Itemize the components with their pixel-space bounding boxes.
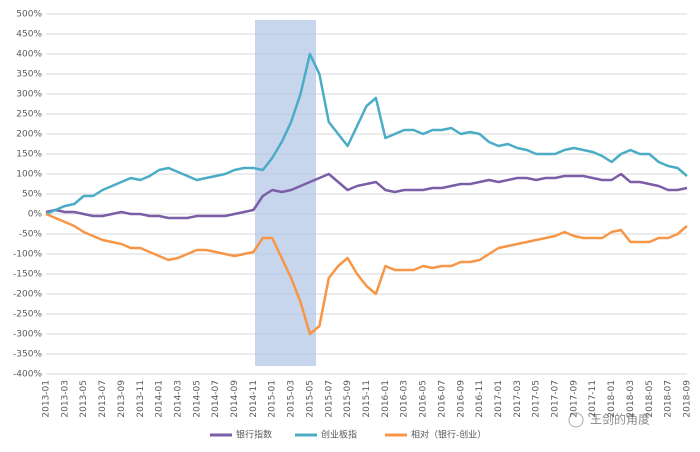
y-tick-label: -50%: [19, 230, 43, 240]
y-tick-label: -300%: [13, 330, 42, 340]
x-tick-label: 2014-05: [192, 380, 202, 418]
y-tick-label: 400%: [16, 50, 42, 60]
x-tick-label: 2016-01: [381, 380, 391, 418]
x-tick-label: 2016-07: [437, 380, 447, 418]
y-tick-label: 500%: [16, 10, 42, 20]
x-tick-label: 2015-11: [362, 380, 372, 418]
legend-label: 创业板指: [321, 429, 357, 441]
y-tick-label: -100%: [13, 250, 42, 260]
x-tick-label: 2017-03: [513, 380, 523, 418]
x-tick-label: 2017-09: [569, 380, 579, 418]
legend-label: 相对（银行-创业）: [411, 429, 486, 441]
y-tick-label: 450%: [16, 30, 42, 40]
x-tick-label: 2018-07: [664, 380, 674, 418]
x-tick-label: 2015-01: [268, 380, 278, 418]
x-tick-label: 2013-05: [79, 380, 89, 418]
y-tick-label: 50%: [22, 190, 42, 200]
x-tick-label: 2017-05: [532, 380, 542, 418]
x-tick-label: 2018-09: [683, 380, 693, 418]
x-tick-label: 2014-11: [249, 380, 259, 418]
x-tick-label: 2016-03: [400, 380, 410, 418]
highlight-band: [255, 20, 316, 366]
x-tick-label: 2014-03: [173, 380, 183, 418]
y-tick-label: 350%: [16, 70, 42, 80]
y-tick-label: 200%: [16, 130, 42, 140]
y-tick-label: -150%: [13, 270, 42, 280]
y-tick-label: -250%: [13, 310, 42, 320]
x-tick-label: 2016-09: [456, 380, 466, 418]
x-tick-label: 2015-07: [324, 380, 334, 418]
y-tick-label: 150%: [16, 150, 42, 160]
x-tick-label: 2013-09: [117, 380, 127, 418]
x-tick-label: 2018-05: [645, 380, 655, 418]
x-tick-label: 2013-03: [60, 380, 70, 418]
x-tick-label: 2013-07: [98, 380, 108, 418]
x-tick-label: 2015-03: [287, 380, 297, 418]
x-tick-label: 2013-01: [42, 380, 52, 418]
y-tick-label: 300%: [16, 90, 42, 100]
series-line: [45, 172, 688, 220]
x-tick-label: 2014-01: [155, 380, 165, 418]
x-tick-label: 2015-09: [343, 380, 353, 418]
y-tick-label: -350%: [13, 350, 42, 360]
y-tick-label: 0%: [28, 210, 43, 220]
x-tick-label: 2018-03: [626, 380, 636, 418]
y-tick-label: -200%: [13, 290, 42, 300]
x-tick-label: 2017-11: [588, 380, 598, 418]
x-tick-label: 2014-09: [230, 380, 240, 418]
x-tick-label: 2018-01: [607, 380, 617, 418]
x-tick-label: 2014-07: [211, 380, 221, 418]
x-tick-label: 2016-11: [475, 380, 485, 418]
x-tick-label: 2017-07: [551, 380, 561, 418]
y-tick-label: 250%: [16, 110, 42, 120]
x-tick-label: 2016-05: [419, 380, 429, 418]
y-tick-label: -400%: [13, 370, 42, 380]
watermark: 王剑的角度: [590, 412, 650, 427]
y-tick-label: 100%: [16, 170, 42, 180]
x-tick-label: 2013-11: [136, 380, 146, 418]
watermark-icon: [568, 412, 584, 428]
legend-label: 银行指数: [236, 429, 272, 441]
series-line: [45, 212, 688, 336]
series-line: [45, 52, 688, 216]
x-tick-label: 2015-05: [305, 380, 315, 418]
x-tick-label: 2017-01: [494, 380, 504, 418]
